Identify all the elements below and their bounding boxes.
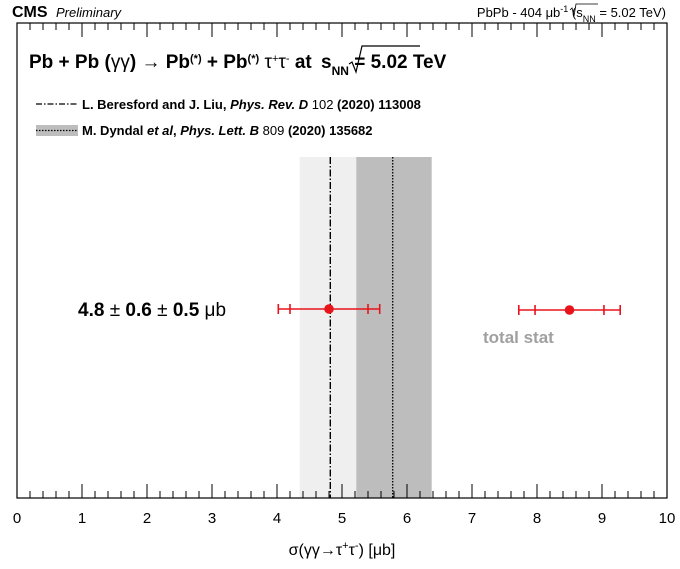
x-tick-label: 8	[533, 510, 541, 527]
x-tick-label: 7	[468, 510, 476, 527]
x-tick-label: 4	[273, 510, 281, 527]
total-stat-label: total stat	[483, 328, 554, 347]
x-axis-title: σ(γγ→τ+τ-) [μb]	[289, 540, 396, 559]
legend-beresford-label: L. Beresford and J. Liu, Phys. Rev. D 10…	[82, 97, 421, 112]
measurement-marker	[324, 304, 334, 314]
process-title: Pb + Pb (γγ) → Pb(*) + Pb(*) τ+τ- at sNN…	[29, 52, 447, 78]
x-axis: 0 1 2 3 4 5 6 7 8 9 10	[13, 23, 676, 527]
dataset-label: PbPb - 404 μb-1 (sNN = 5.02 TeV)	[477, 4, 666, 24]
x-tick-label: 0	[13, 510, 21, 527]
beresford-band	[299, 157, 364, 498]
dyndal-band	[356, 157, 432, 498]
x-tick-label: 2	[143, 510, 151, 527]
measurement-label: 4.8 ± 0.6 ± 0.5 μb	[78, 300, 226, 321]
x-tick-label: 3	[208, 510, 216, 527]
status-label: Preliminary	[56, 5, 123, 20]
legend: L. Beresford and J. Liu, Phys. Rev. D 10…	[36, 97, 421, 138]
x-tick-label: 1	[78, 510, 86, 527]
theory-lines	[329, 157, 394, 498]
experiment-label: CMS	[12, 4, 48, 21]
title-sqrt-symbol	[348, 45, 420, 75]
x-tick-label: 6	[403, 510, 411, 527]
x-tick-label: 9	[598, 510, 606, 527]
data-points	[277, 304, 622, 315]
legend-dyndal-label: M. Dyndal et al, Phys. Lett. B 809 (2020…	[82, 123, 373, 138]
x-tick-label: 5	[338, 510, 346, 527]
experiment-header: CMS Preliminary	[12, 4, 123, 21]
header-sqrt-symbol	[569, 3, 598, 17]
legend-key-marker	[564, 305, 575, 315]
x-tick-label: 10	[659, 510, 676, 527]
theory-bands	[299, 157, 432, 498]
